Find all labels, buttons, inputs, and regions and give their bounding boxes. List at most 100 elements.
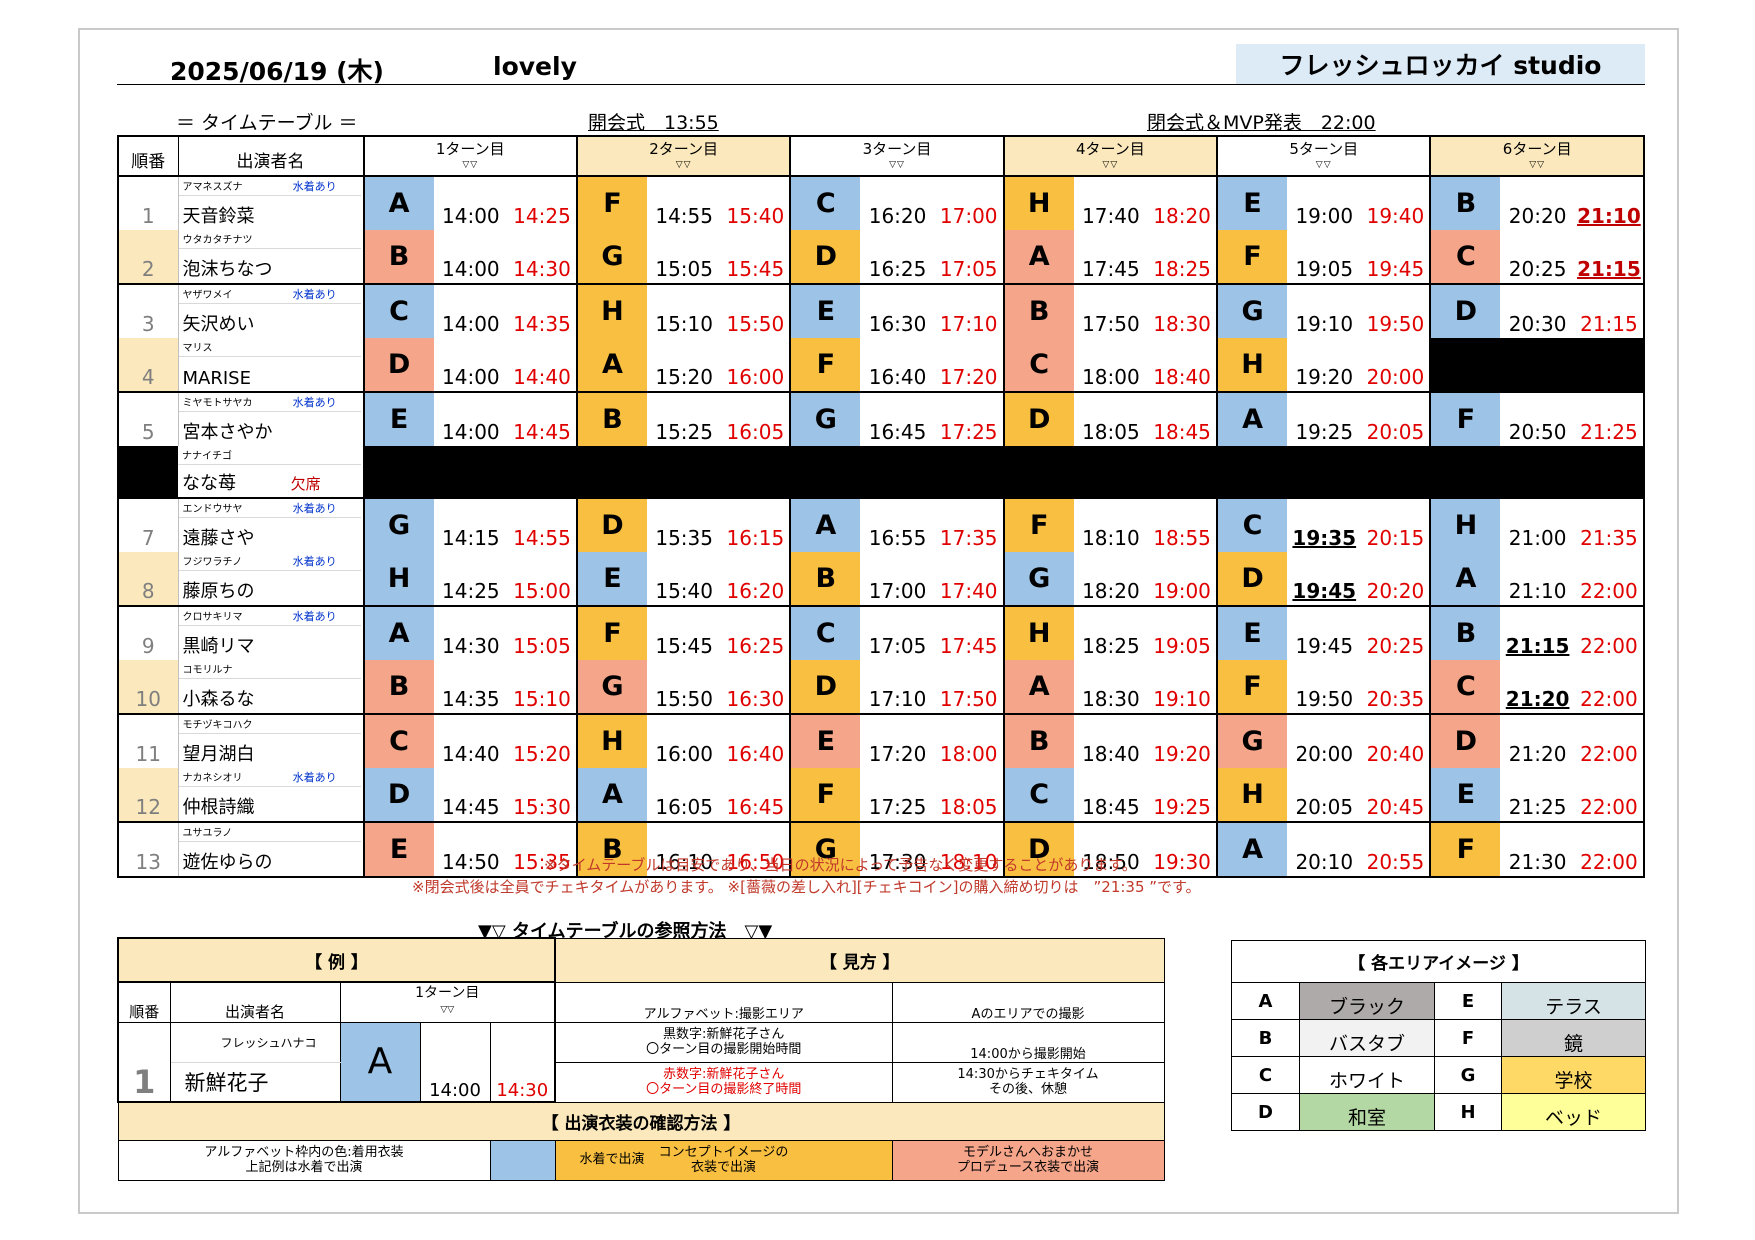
- end-time: 16:00: [721, 338, 792, 393]
- area-letter: B: [1430, 176, 1501, 230]
- costume-concept: コンセプトイメージの 衣装で出演: [554, 1139, 893, 1181]
- end-time: 20:35: [1361, 660, 1432, 715]
- area-letter: E: [363, 822, 434, 878]
- end-time: 18:30: [1148, 284, 1219, 338]
- ex-turn-header: 1ターン目 ▽▽: [339, 981, 556, 1023]
- area-label-a: ブラック: [1299, 982, 1435, 1020]
- start-time: 17:45: [1073, 230, 1149, 285]
- table-row: 7 エンドウサヤ 遠藤さや 水着あり G 14:15 14:55 D 15:35 16:15 A 16…: [118, 498, 1646, 552]
- start-time: 17:25: [860, 768, 935, 823]
- end-time: 15:45: [721, 230, 792, 285]
- start-time: 16:45: [868, 420, 927, 444]
- header-rule: [117, 84, 1645, 85]
- row-number: 3: [118, 284, 179, 338]
- opening-time: 開会式 13:55: [588, 112, 719, 134]
- area-letter: A: [363, 606, 434, 660]
- start-time: 18:00: [1073, 338, 1149, 393]
- area-letter: C: [790, 176, 861, 230]
- kana-divider: [178, 303, 361, 304]
- note-1: ※タイムテーブルは目安であり、当日の状況によって予告なく変更することがあります。: [544, 856, 1137, 874]
- performer-cell: ナナイチゴ なな苺 欠席: [178, 446, 365, 499]
- end-time: 22:00: [1574, 552, 1646, 607]
- area-letter: F: [1430, 822, 1501, 878]
- start-time: 19:50: [1287, 660, 1362, 715]
- order-header: 順番: [118, 136, 179, 177]
- start-time: 16:25: [860, 230, 935, 285]
- turn-header-4: 4ターン目 ▽▽: [1003, 136, 1219, 177]
- performer-kana: ナナイチゴ: [182, 451, 232, 462]
- view-row2-b: 14:00から撮影開始: [891, 1021, 1165, 1063]
- table-row: 13 ユサユラノ 遊佐ゆらの E 14:50 15:35 B 16:10 16:50 G 17:30…: [118, 822, 1646, 878]
- end-time: 15:10: [508, 660, 578, 715]
- end-time: 14:45: [508, 392, 578, 446]
- start-time: 16:10: [646, 822, 722, 878]
- performer-cell: ミヤモトサヤカ 宮本さやか 水着あり: [178, 392, 365, 446]
- area-label-e: テラス: [1500, 982, 1647, 1020]
- area-label-b: バスタブ: [1299, 1019, 1435, 1057]
- turn-arrow-icon: ▽▽: [1315, 160, 1332, 170]
- area-letter: D: [1003, 822, 1074, 878]
- performer-name: 遠藤さや: [182, 528, 255, 549]
- area-letter: F: [576, 176, 647, 230]
- area-letter: D: [1003, 392, 1074, 446]
- area-letter: C: [1430, 660, 1501, 715]
- start-time: 18:20: [1073, 552, 1149, 607]
- end-time: 14:25: [508, 176, 578, 230]
- end-time: 17:05: [934, 230, 1005, 285]
- area-letter: F: [1217, 660, 1288, 715]
- turn-label: 4ターン目: [1075, 140, 1145, 158]
- end-time: 15:30: [508, 768, 578, 823]
- area-letter: C: [790, 606, 861, 660]
- performer-kana: モチヅキコハク: [182, 720, 253, 731]
- row-number: 1: [118, 176, 179, 230]
- end-time: 18:45: [1148, 392, 1219, 446]
- area-letter: F: [790, 768, 861, 823]
- area-letter: E: [1430, 768, 1501, 823]
- area-letter: G: [363, 498, 434, 552]
- end-time: 15:50: [721, 284, 792, 338]
- area-key-d: D: [1231, 1093, 1300, 1131]
- start-time: 20:10: [1287, 822, 1362, 878]
- start-time: 14:00: [442, 420, 500, 444]
- area-letter: C: [1003, 338, 1074, 393]
- performer-cell: コモリルナ 小森るな: [178, 660, 365, 715]
- end-time: 15:35: [508, 822, 578, 878]
- area-letter: D: [363, 338, 434, 393]
- area-key-a: A: [1231, 982, 1300, 1020]
- end-time: 20:00: [1361, 338, 1432, 393]
- start-time: 20:20: [1508, 204, 1567, 228]
- end-time: 15:05: [508, 606, 578, 660]
- start-time: 14:15: [442, 526, 500, 550]
- start-time: 21:15: [1505, 634, 1570, 658]
- performer-name: なな苺: [182, 473, 236, 494]
- start-time: 15:20: [646, 338, 722, 393]
- end-time: 22:00: [1574, 660, 1646, 715]
- start-time: 16:40: [860, 338, 935, 393]
- area-letter: D: [1430, 714, 1501, 768]
- performer-kana: コモリルナ: [182, 665, 233, 676]
- performer-kana: ミヤモトサヤカ: [182, 398, 253, 409]
- performer-cell: ユサユラノ 遊佐ゆらの: [178, 822, 365, 878]
- area-letter: H: [1003, 606, 1074, 660]
- end-time: 20:05: [1361, 392, 1432, 446]
- unavailable-slot: [1217, 446, 1431, 499]
- table-row: 9 クロサキリマ 黒崎リマ 水着あり A 14:30 15:05 F 15:45 16:25 C 17…: [118, 606, 1646, 660]
- table-row: 4 マリス MARISE D 14:00 14:40 A 15:20 16:00 F 16:40 17…: [118, 338, 1644, 393]
- kana-divider: [178, 411, 361, 412]
- turn-label: 6ターン目: [1502, 140, 1572, 158]
- end-time: 14:40: [508, 338, 578, 393]
- costume-explain: アルファベット枠内の色:着用衣装 上記例は水着で出演: [117, 1139, 491, 1181]
- start-time: 19:10: [1295, 312, 1354, 336]
- kana-divider: [178, 625, 361, 626]
- area-letter: E: [576, 552, 647, 607]
- end-time: 22:00: [1574, 768, 1646, 823]
- unavailable-slot: [1430, 446, 1644, 499]
- end-time: 18:20: [1148, 176, 1219, 230]
- start-time: 16:00: [655, 742, 713, 766]
- performer-kana: アマネスズナ: [182, 182, 243, 193]
- area-letter: G: [790, 392, 861, 446]
- swimsuit-badge: 水着あり: [292, 180, 337, 193]
- row-number: 8: [118, 552, 179, 607]
- kana-divider: [178, 464, 361, 465]
- start-time: 19:45: [1295, 634, 1354, 658]
